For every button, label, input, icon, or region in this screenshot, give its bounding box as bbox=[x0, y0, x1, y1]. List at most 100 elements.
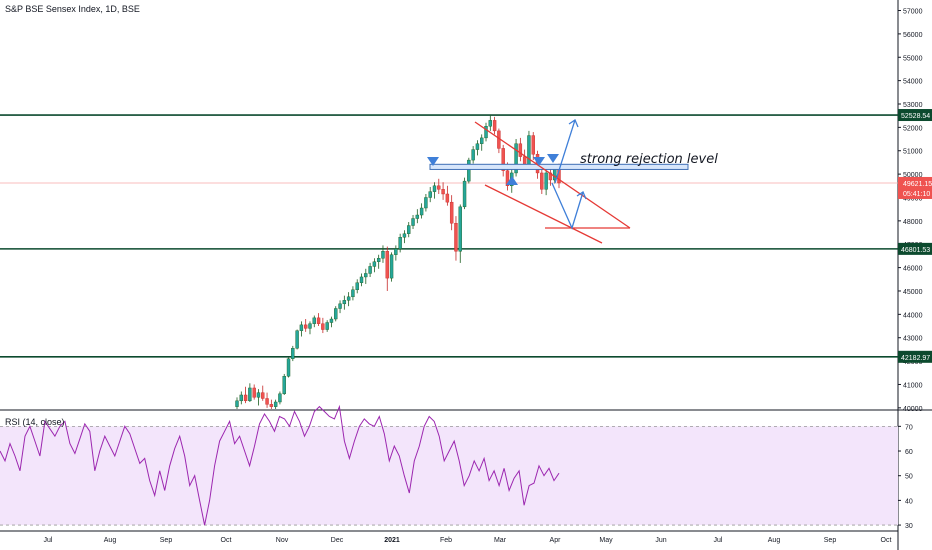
arrow-down-up-path bbox=[551, 182, 584, 230]
candle-body bbox=[462, 180, 467, 208]
candle-body bbox=[449, 201, 454, 224]
candle-body bbox=[312, 317, 316, 324]
candle bbox=[381, 245, 385, 263]
time-tick-label: Sep bbox=[824, 537, 837, 544]
candle-body bbox=[376, 258, 381, 262]
candle bbox=[544, 169, 548, 196]
candle bbox=[501, 144, 505, 177]
candle bbox=[351, 286, 355, 301]
candle-body bbox=[351, 289, 355, 298]
rsi-tick-label: 70 bbox=[905, 424, 913, 431]
price-tick-label: 45000 bbox=[903, 289, 923, 296]
candle-body bbox=[325, 322, 329, 330]
candle bbox=[540, 167, 544, 194]
candle bbox=[398, 233, 402, 253]
candle-body bbox=[394, 248, 398, 255]
candle bbox=[291, 345, 295, 362]
candle-body bbox=[248, 387, 252, 402]
level-label: 52528.54 bbox=[901, 113, 930, 120]
candle-body bbox=[518, 143, 523, 157]
candle bbox=[424, 193, 428, 212]
candle-body bbox=[329, 318, 334, 323]
candle bbox=[265, 392, 269, 408]
candle-body bbox=[346, 296, 351, 301]
candle bbox=[372, 258, 377, 273]
candle bbox=[338, 300, 342, 314]
candle-body bbox=[432, 185, 437, 192]
candle bbox=[402, 230, 407, 244]
candle-body bbox=[252, 387, 256, 398]
candle-body bbox=[445, 193, 450, 203]
candle bbox=[308, 321, 312, 335]
candle bbox=[329, 316, 334, 328]
candle bbox=[239, 391, 243, 405]
candle bbox=[471, 146, 475, 164]
candle bbox=[248, 383, 252, 402]
candle-body bbox=[278, 393, 282, 403]
candle bbox=[256, 389, 261, 406]
candle-body bbox=[372, 261, 377, 267]
candle-body bbox=[265, 398, 269, 405]
time-tick-label: Jul bbox=[44, 537, 53, 544]
candle-body bbox=[359, 276, 364, 283]
candle bbox=[488, 115, 493, 131]
candle-body bbox=[269, 404, 274, 407]
candle bbox=[518, 137, 523, 162]
time-tick-label: Oct bbox=[221, 537, 232, 544]
price-tick-label: 50000 bbox=[903, 172, 923, 179]
candle bbox=[325, 320, 329, 332]
candle-body bbox=[458, 206, 462, 252]
candle-body bbox=[261, 392, 265, 399]
candle bbox=[467, 157, 471, 184]
time-tick-label: Feb bbox=[440, 537, 452, 544]
time-tick-label: Nov bbox=[276, 537, 289, 544]
candle bbox=[394, 245, 398, 261]
price-tick-label: 53000 bbox=[903, 102, 923, 109]
price-tick-label: 46000 bbox=[903, 266, 923, 273]
candle-body bbox=[505, 170, 510, 187]
rsi-line bbox=[0, 404, 560, 526]
current-price-countdown: 05:41:10 bbox=[903, 191, 930, 198]
candle-body bbox=[235, 400, 239, 407]
candle-body bbox=[514, 143, 518, 174]
candle-body bbox=[355, 282, 359, 291]
candle bbox=[492, 116, 497, 135]
arrow-up-path bbox=[554, 119, 576, 184]
candle bbox=[346, 292, 351, 307]
candle bbox=[484, 122, 488, 142]
rsi-tick-label: 30 bbox=[905, 523, 913, 530]
candle-body bbox=[385, 251, 389, 279]
candle bbox=[441, 182, 445, 200]
candle-body bbox=[411, 218, 415, 226]
candle-body bbox=[286, 358, 291, 377]
candle-body bbox=[480, 137, 484, 144]
candle-body bbox=[338, 303, 342, 309]
price-tick-label: 41000 bbox=[903, 382, 923, 389]
candle-body bbox=[291, 348, 295, 359]
candle-body bbox=[316, 317, 321, 324]
candle-body bbox=[522, 156, 527, 165]
price-tick-label: 55000 bbox=[903, 55, 923, 62]
level-label-box bbox=[898, 350, 932, 363]
candle-body bbox=[243, 394, 248, 402]
candle bbox=[475, 140, 480, 156]
time-tick-label: May bbox=[599, 537, 613, 544]
candle bbox=[364, 268, 368, 284]
candle bbox=[342, 295, 347, 310]
candle-body bbox=[398, 237, 402, 250]
marker-down-icon bbox=[533, 157, 545, 166]
candle-body bbox=[441, 189, 445, 195]
candle-body bbox=[364, 273, 368, 278]
candle bbox=[252, 384, 256, 400]
time-axis: Jul Aug Sep Oct Nov Dec 2021 Feb Mar Apr May Jun Jul… bbox=[44, 537, 892, 544]
price-tick-label: 40000 bbox=[903, 406, 923, 413]
candle bbox=[411, 215, 415, 230]
candle-body bbox=[342, 300, 347, 305]
level-label: 42182.97 bbox=[901, 355, 930, 362]
rsi-band bbox=[0, 426, 898, 526]
candle-body bbox=[415, 214, 420, 219]
rsi-title: RSI (14, close) bbox=[5, 417, 65, 427]
candle-body bbox=[467, 159, 471, 182]
